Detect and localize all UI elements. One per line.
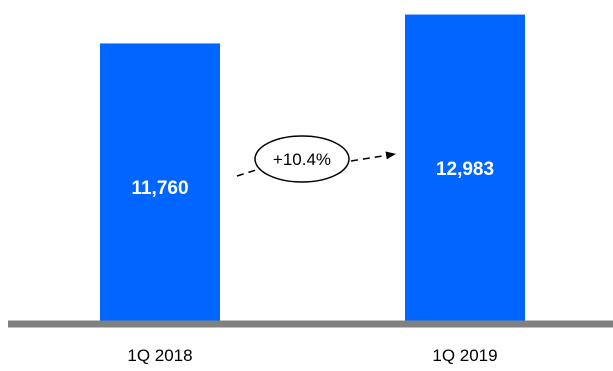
x-tick-label: 1Q 2019 <box>432 346 497 365</box>
growth-ellipse <box>254 135 350 183</box>
bar-1q-2018 <box>100 43 220 321</box>
bar-1q-2019 <box>405 14 525 321</box>
bar-value-label: 11,760 <box>131 178 188 199</box>
x-tick-labels: 1Q 2018 1Q 2019 <box>127 346 497 365</box>
bars-layer: 11,760 12,983 <box>100 14 525 321</box>
x-tick-label: 1Q 2018 <box>127 346 192 365</box>
growth-arrow-right-segment <box>350 151 396 162</box>
bar-value-label: 12,983 <box>436 159 494 180</box>
growth-label: +10.4% <box>273 150 331 169</box>
growth-arrow-left-segment <box>236 169 257 177</box>
growth-annotation: +10.4% <box>236 135 396 183</box>
